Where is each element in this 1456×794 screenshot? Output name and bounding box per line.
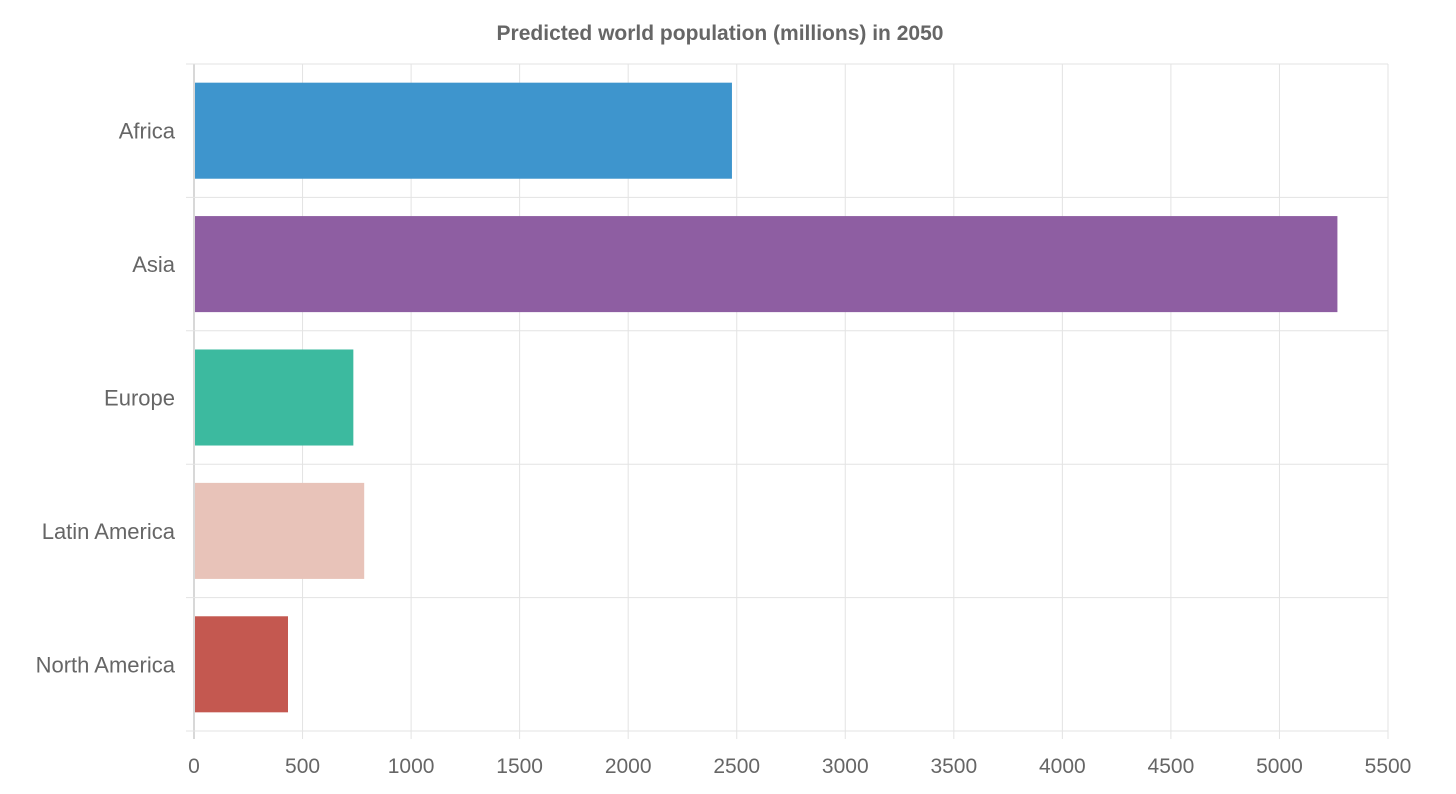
- bar-africa[interactable]: [195, 82, 732, 179]
- x-tick-labels: 0 500 1000 1500 2000 2500 3000 3500 4000 4500 5000…: [188, 755, 1411, 778]
- bar-latin-america[interactable]: [195, 482, 365, 579]
- x-tick-label: 500: [285, 755, 320, 778]
- x-tick-label: 5500: [1365, 755, 1412, 778]
- bar-north-america[interactable]: [195, 616, 289, 713]
- x-tick-label: 3500: [930, 755, 977, 778]
- chart-title: Predicted world population (millions) in…: [497, 22, 944, 45]
- x-tick-label: 5000: [1256, 755, 1303, 778]
- bar-asia[interactable]: [195, 216, 1338, 313]
- x-tick-label: 3000: [822, 755, 869, 778]
- category-label: Asia: [132, 252, 176, 277]
- grid-lines: [186, 63, 1389, 739]
- x-tick-label: 1500: [496, 755, 543, 778]
- category-label: Latin America: [42, 519, 176, 544]
- x-tick-label: 0: [188, 755, 200, 778]
- x-tick-label: 4000: [1039, 755, 1086, 778]
- bar-europe[interactable]: [195, 349, 354, 446]
- category-label: North America: [36, 652, 176, 677]
- category-label: Africa: [119, 119, 176, 144]
- category-labels: Africa Asia Europe Latin America North Ameri…: [36, 119, 176, 678]
- bars: [195, 82, 1338, 713]
- category-label: Europe: [104, 386, 175, 411]
- x-tick-label: 1000: [388, 755, 435, 778]
- x-tick-label: 2500: [713, 755, 760, 778]
- x-tick-label: 4500: [1148, 755, 1195, 778]
- x-tick-label: 2000: [605, 755, 652, 778]
